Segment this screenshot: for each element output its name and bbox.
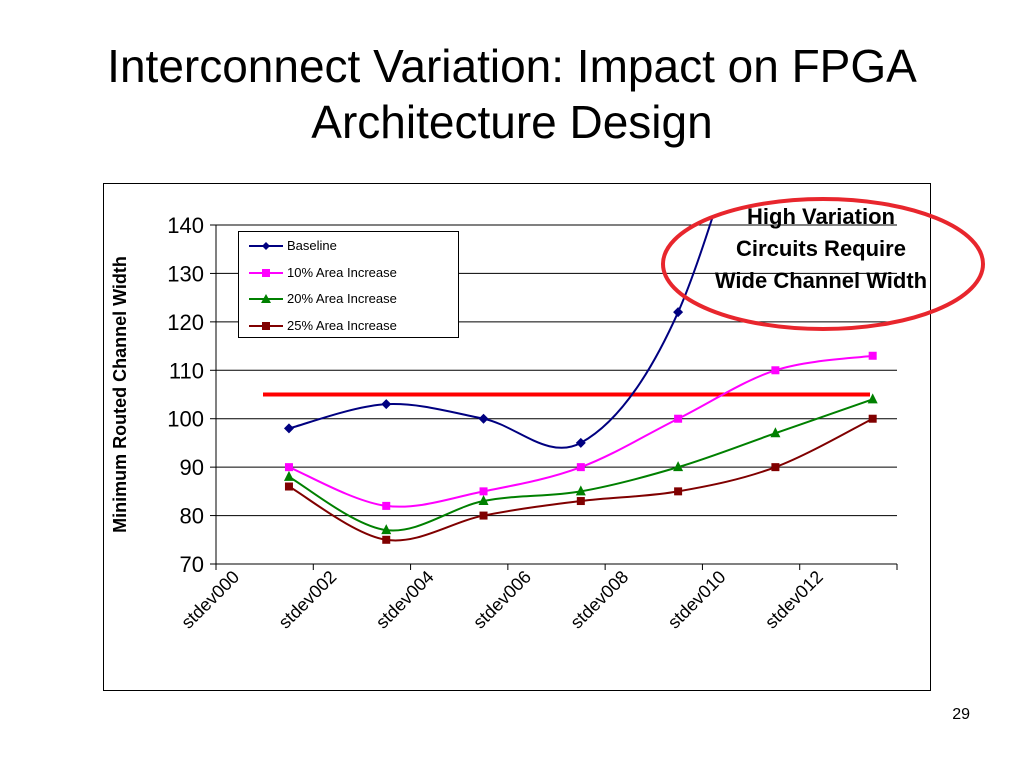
x-tick-label: stdev002 [275, 567, 341, 633]
callout-line-2: Circuits Require [736, 236, 906, 261]
callout-text: High Variation Circuits Require Wide Cha… [672, 201, 970, 297]
slide-title: Interconnect Variation: Impact on FPGA A… [0, 38, 1024, 150]
y-tick-label: 110 [169, 358, 204, 383]
legend-label-20pct: 20% Area Increase [287, 291, 397, 306]
data-point-s2-6 [867, 393, 878, 404]
data-point-s1-5 [771, 366, 780, 375]
data-point-s2-3 [575, 485, 586, 496]
y-tick-label: 70 [180, 552, 204, 577]
legend-item-25pct: 25% Area Increase [249, 317, 454, 335]
data-point-s2-4 [673, 461, 684, 472]
data-point-s3-3 [576, 497, 585, 506]
legend-swatch-25pct [249, 322, 283, 330]
y-axis-title: Minimum Routed Channel Width [110, 256, 130, 533]
legend-item-10pct: 10% Area Increase [249, 264, 454, 282]
data-point-s3-0 [284, 482, 293, 491]
legend-swatch-baseline [249, 242, 283, 250]
data-point-s3-2 [479, 511, 488, 520]
legend-swatch-20pct [249, 294, 283, 303]
data-point-s3-5 [771, 463, 780, 472]
x-tick-label: stdev004 [372, 567, 438, 633]
legend-item-baseline: Baseline [249, 237, 454, 255]
x-tick-label: stdev008 [566, 567, 632, 633]
data-point-s1-6 [868, 351, 877, 360]
x-tick-label: stdev006 [469, 567, 535, 633]
data-point-s0-1 [381, 399, 392, 410]
callout-line-1: High Variation [747, 204, 895, 229]
data-point-s2-1 [381, 524, 392, 535]
data-point-s0-3 [575, 437, 586, 448]
legend-label-10pct: 10% Area Increase [287, 265, 397, 280]
series-line-1 [288, 354, 873, 508]
chart-legend: Baseline 10% Area Increase 20% Area Incr… [238, 231, 459, 338]
data-point-s1-3 [576, 463, 585, 472]
y-tick-label: 140 [167, 213, 204, 238]
legend-item-20pct: 20% Area Increase [249, 290, 454, 308]
legend-label-baseline: Baseline [287, 238, 337, 253]
y-tick-label: 100 [167, 407, 204, 432]
title-line-1: Interconnect Variation: Impact on FPGA [107, 40, 917, 92]
callout-line-3: Wide Channel Width [714, 268, 928, 293]
data-point-s1-2 [479, 487, 488, 496]
y-tick-label: 80 [180, 504, 204, 529]
title-line-2: Architecture Design [311, 96, 713, 148]
series-line-3 [288, 417, 874, 542]
legend-swatch-10pct [249, 269, 283, 277]
y-tick-label: 120 [167, 310, 204, 335]
y-tick-label: 130 [167, 261, 204, 286]
data-point-s2-2 [478, 495, 489, 506]
data-point-s0-4 [673, 307, 684, 318]
x-tick-label: stdev012 [761, 567, 827, 633]
data-point-s1-4 [674, 414, 683, 423]
data-point-s1-1 [382, 501, 391, 510]
data-point-s3-1 [382, 535, 391, 544]
data-point-s3-4 [674, 487, 683, 496]
x-tick-label: stdev010 [664, 567, 730, 633]
data-point-s2-0 [283, 470, 294, 481]
data-point-s3-6 [868, 414, 877, 423]
data-point-s0-2 [478, 413, 489, 424]
slide-number: 29 [952, 706, 970, 723]
callout-ellipse [661, 197, 985, 331]
y-tick-label: 90 [180, 455, 204, 480]
data-point-s2-5 [770, 427, 781, 438]
legend-label-25pct: 25% Area Increase [287, 318, 397, 333]
data-point-s1-0 [284, 463, 293, 472]
data-point-s0-0 [283, 423, 294, 434]
